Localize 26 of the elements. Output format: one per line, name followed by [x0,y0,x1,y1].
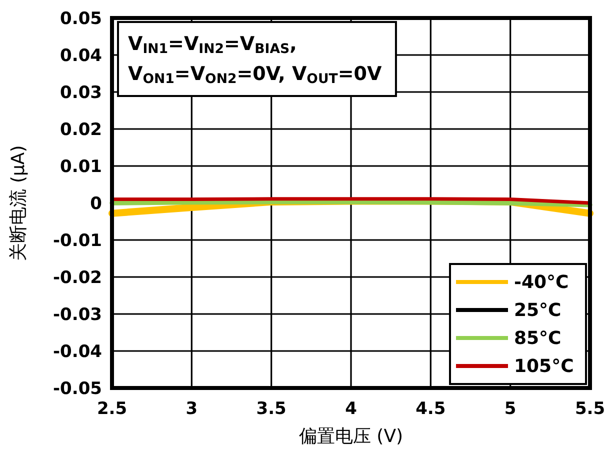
annotation: V$_{IN1}$=V$_{IN2}$=V$_{BIAS}$, [128,33,297,58]
x-tick-label: 5.5 [574,399,606,419]
y-tick-label: -0.04 [53,342,102,362]
y-tick-label: -0.01 [53,231,102,251]
legend-label: 25°C [514,300,562,321]
y-tick-label: -0.03 [53,305,102,325]
y-tick-label: 0.03 [60,83,102,103]
legend-label: 105°C [514,356,574,377]
x-tick-label: 3.5 [256,399,286,419]
x-tick-label: 2.5 [96,399,128,419]
x-tick-label: 4.5 [416,399,446,419]
y-tick-label: -0.02 [53,268,102,288]
y-tick-label: 0.02 [60,120,102,140]
x-tick-label: 5 [504,399,516,419]
y-axis-title: 关断电流 (μA) [8,145,29,261]
legend-label: 85°C [514,328,562,349]
x-tick-label: 4 [345,399,358,419]
annotation: V$_{ON1}$=V$_{ON2}$=0V, V$_{OUT}$=0V [128,63,382,88]
legend-label: -40°C [514,272,569,293]
x-axis-title: 偏置电压 (V) [298,426,404,447]
x-tick-label: 3 [186,399,198,419]
y-tick-label: -0.05 [53,379,102,399]
y-tick-label: 0 [90,194,102,214]
y-tick-label: 0.01 [60,157,102,177]
y-tick-label: 0.05 [60,9,102,29]
y-tick-label: 0.04 [60,46,102,66]
